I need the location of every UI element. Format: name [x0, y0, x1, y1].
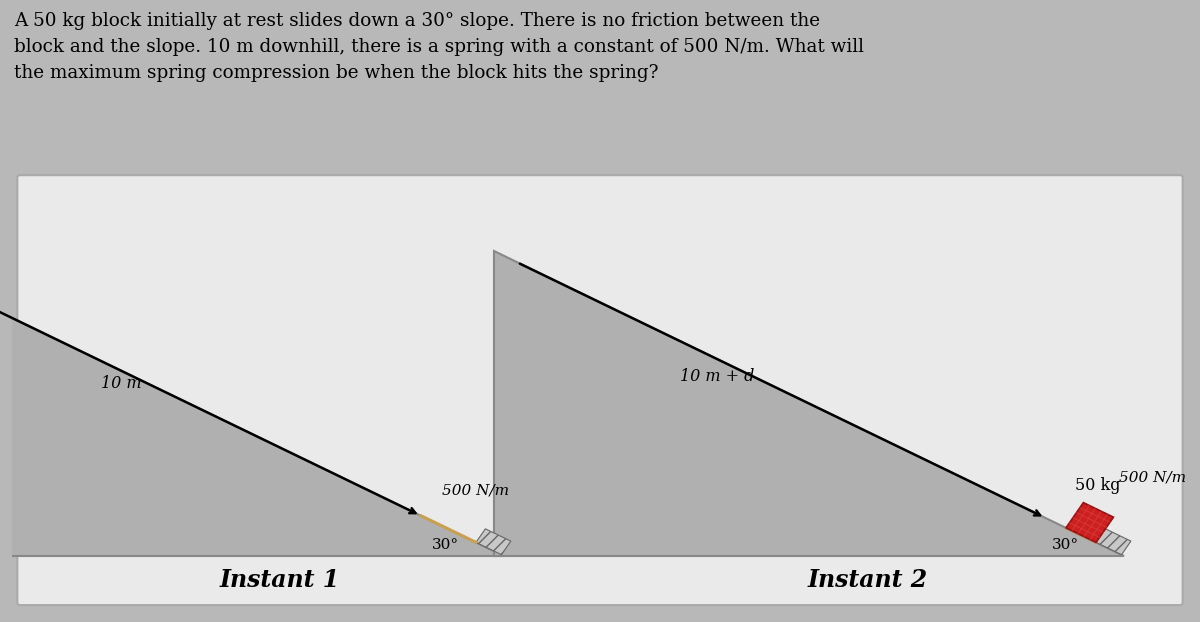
- Text: 10 m: 10 m: [101, 375, 142, 392]
- Polygon shape: [1066, 503, 1114, 542]
- Text: 30°: 30°: [432, 537, 458, 552]
- Polygon shape: [0, 251, 504, 556]
- Text: 30°: 30°: [1051, 537, 1079, 552]
- Text: A 50 kg block initially at rest slides down a 30° slope. There is no friction be: A 50 kg block initially at rest slides d…: [14, 12, 864, 82]
- Text: Instant 2: Instant 2: [808, 568, 928, 592]
- Text: 500 N/m: 500 N/m: [442, 483, 509, 498]
- Text: Instant 1: Instant 1: [220, 568, 340, 592]
- Polygon shape: [1096, 529, 1130, 555]
- FancyBboxPatch shape: [17, 175, 1183, 605]
- Text: 500 N/m: 500 N/m: [1120, 471, 1187, 485]
- Text: 50 kg: 50 kg: [1075, 476, 1121, 494]
- Polygon shape: [494, 251, 1124, 556]
- Text: 10 m + d: 10 m + d: [680, 368, 755, 385]
- Polygon shape: [476, 529, 511, 555]
